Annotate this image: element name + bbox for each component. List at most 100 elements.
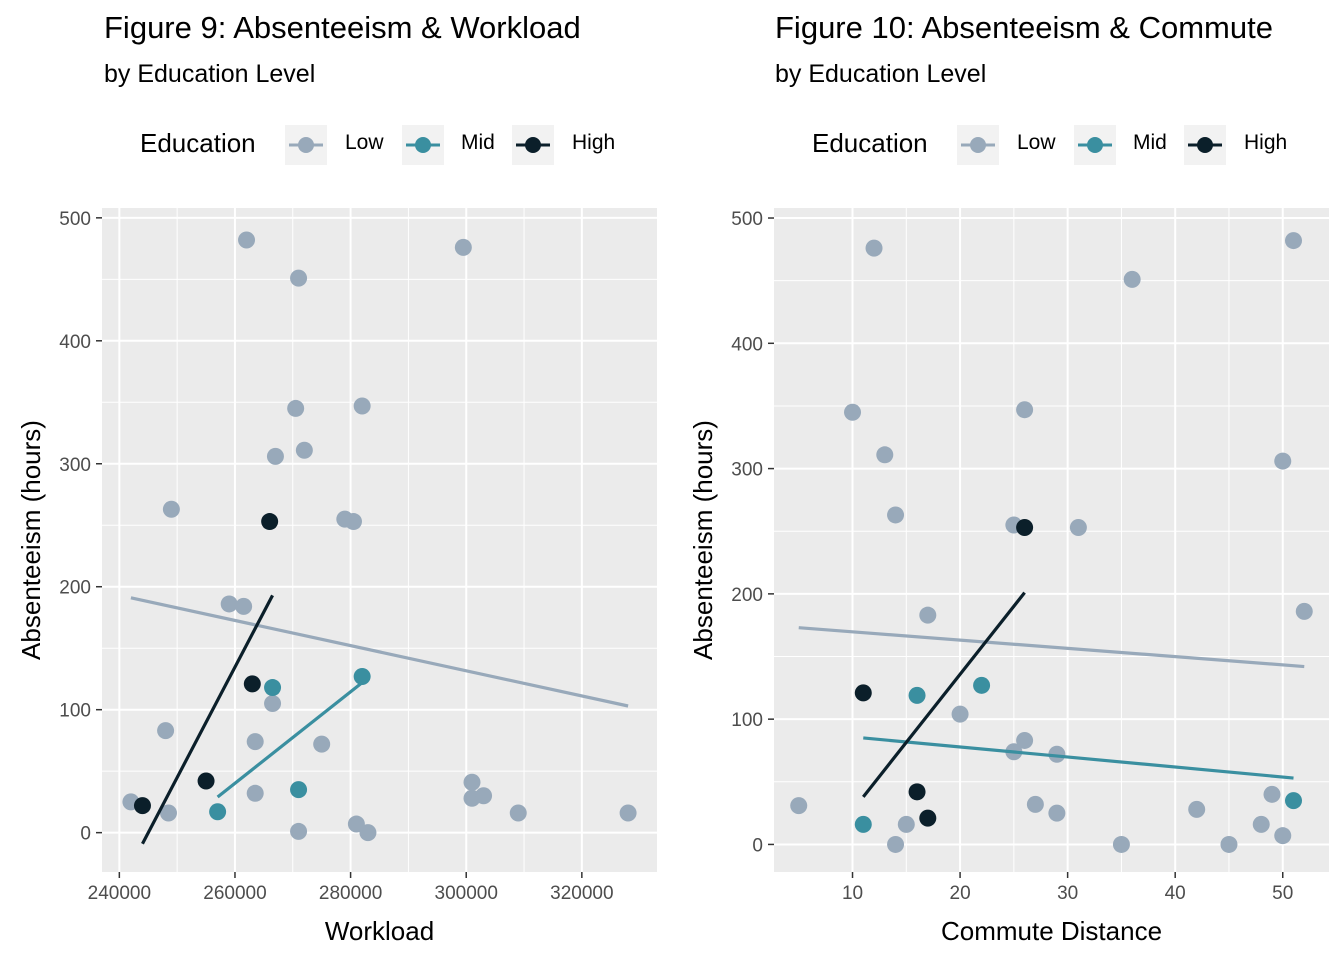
data-point-high (133, 797, 151, 815)
y-axis-title: Absenteeism (hours) (688, 420, 718, 660)
data-point-low (1016, 401, 1034, 419)
data-point-high (261, 513, 279, 531)
data-point-low (1274, 827, 1292, 845)
legend-key-high (1184, 125, 1226, 165)
x-tick-label: 20 (950, 883, 971, 904)
data-point-low (220, 595, 238, 613)
data-point-low (951, 705, 969, 723)
plot-panel (774, 208, 1329, 872)
data-point-high (919, 809, 937, 827)
data-point-mid (353, 667, 371, 685)
legend-label-mid: Mid (461, 131, 495, 154)
data-point-high (854, 684, 872, 702)
data-point-low (844, 403, 862, 421)
data-point-low (475, 787, 493, 805)
legend-key-mid (1074, 125, 1116, 165)
y-tick-label: 400 (731, 334, 763, 355)
data-point-high (908, 783, 926, 801)
data-point-low (865, 239, 883, 257)
data-point-low (290, 822, 308, 840)
chart-subtitle: by Education Level (104, 60, 316, 88)
y-tick-label: 0 (752, 835, 763, 856)
data-point-low (359, 824, 377, 842)
data-point-low (157, 722, 175, 740)
scatter-plot-workload: 240000 260000 280000 300000 320000 0 100 200 300… (16, 208, 657, 946)
legend-key-low (285, 125, 327, 165)
x-tick-label: 10 (842, 883, 863, 904)
x-tick-label: 240000 (88, 883, 151, 904)
data-point-low (1263, 785, 1281, 803)
data-point-mid (1285, 792, 1303, 810)
data-point-low (246, 733, 264, 751)
y-axis-title: Absenteeism (hours) (16, 420, 46, 660)
data-point-low (159, 804, 177, 822)
data-point-low (1188, 800, 1206, 818)
data-point-low (454, 238, 472, 256)
data-point-low (1123, 270, 1141, 288)
data-point-low (887, 835, 905, 853)
data-point-low (313, 735, 331, 753)
data-point-low (509, 804, 527, 822)
data-point-low (344, 513, 362, 531)
x-tick-label: 260000 (203, 883, 266, 904)
y-tick-label: 400 (59, 332, 91, 353)
data-point-low (1112, 835, 1130, 853)
x-tick-label: 40 (1165, 883, 1186, 904)
y-tick-label: 300 (59, 455, 91, 476)
y-tick-label: 100 (59, 701, 91, 722)
y-tick-label: 200 (59, 578, 91, 599)
chart-title: Figure 9: Absenteeism & Workload (104, 10, 581, 45)
legend-label-high: High (572, 131, 616, 154)
legend-label-mid: Mid (1133, 131, 1167, 154)
data-point-low (790, 797, 808, 815)
data-point-high (243, 675, 261, 693)
data-point-high (1016, 518, 1034, 536)
data-point-low (887, 506, 905, 524)
data-point-low (619, 804, 637, 822)
data-point-low (1048, 745, 1066, 763)
y-tick-label: 200 (731, 585, 763, 606)
data-point-high (197, 772, 215, 790)
data-point-low (290, 269, 308, 287)
data-point-low (897, 815, 915, 833)
y-tick-label: 100 (731, 710, 763, 731)
data-point-low (1069, 518, 1087, 536)
data-point-low (295, 441, 313, 459)
data-point-low (463, 773, 481, 791)
data-point-low (162, 500, 180, 518)
data-point-low (1274, 452, 1292, 470)
data-point-low (1016, 731, 1034, 749)
trend-line-low (130, 596, 629, 708)
data-point-mid (854, 815, 872, 833)
legend-label-low: Low (1017, 131, 1056, 154)
data-point-low (1295, 602, 1313, 620)
trend-line-high (862, 591, 1026, 798)
legend-label-high: High (1244, 131, 1288, 154)
data-point-mid (209, 803, 227, 821)
data-point-low (1026, 795, 1044, 813)
x-tick-label: 50 (1272, 883, 1293, 904)
legend-title: Education (812, 128, 928, 158)
y-tick-label: 500 (731, 209, 763, 230)
data-point-low (266, 447, 284, 465)
x-tick-label: 280000 (319, 883, 382, 904)
x-tick-label: 30 (1057, 883, 1078, 904)
data-point-mid (908, 686, 926, 704)
trend-line-low (798, 626, 1305, 669)
legend-label-low: Low (345, 131, 384, 154)
legend-key-mid (402, 125, 444, 165)
data-point-low (876, 446, 894, 464)
data-point-low (1285, 232, 1303, 250)
trend-line-mid (863, 736, 1294, 780)
data-point-low (347, 815, 365, 833)
trend-line-mid (216, 681, 364, 799)
chart-subtitle: by Education Level (775, 60, 987, 88)
data-point-low (919, 606, 937, 624)
y-tick-label: 300 (731, 460, 763, 481)
legend-title: Education (140, 128, 256, 158)
y-tick-label: 0 (80, 824, 91, 845)
figure-9-panel: Figure 9: Absenteeism & Workload by Educ… (16, 10, 657, 946)
data-point-mid (290, 781, 308, 799)
data-point-mid (264, 679, 282, 697)
